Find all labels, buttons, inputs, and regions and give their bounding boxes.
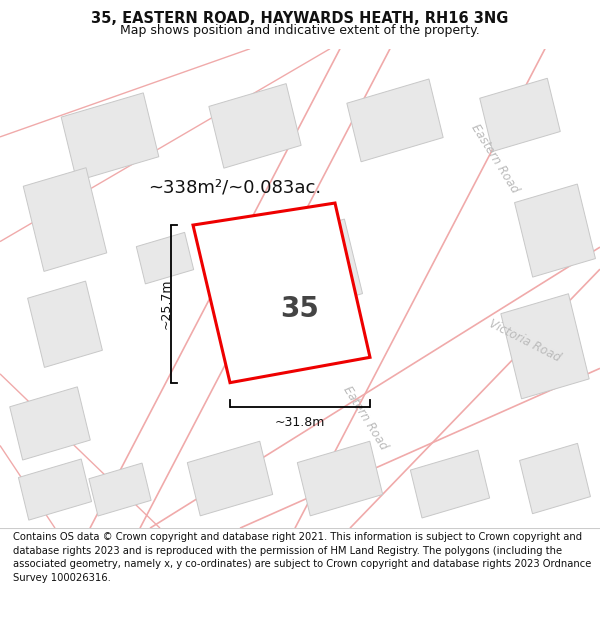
Text: Eatern Road: Eatern Road (340, 384, 390, 452)
Polygon shape (10, 387, 90, 460)
Polygon shape (298, 441, 383, 516)
Text: ~338m²/~0.083ac.: ~338m²/~0.083ac. (148, 179, 321, 197)
Polygon shape (61, 93, 159, 181)
Polygon shape (28, 281, 103, 368)
Text: 35: 35 (281, 294, 319, 322)
Polygon shape (187, 441, 272, 516)
Text: Contains OS data © Crown copyright and database right 2021. This information is : Contains OS data © Crown copyright and d… (13, 532, 592, 582)
Text: ~31.8m: ~31.8m (275, 416, 325, 429)
Text: ~25.7m: ~25.7m (160, 279, 173, 329)
Text: Eastern Road: Eastern Road (469, 122, 521, 196)
Polygon shape (89, 463, 151, 516)
Polygon shape (23, 168, 107, 271)
Polygon shape (520, 443, 590, 514)
Polygon shape (19, 459, 92, 520)
Polygon shape (501, 294, 589, 399)
Text: 35, EASTERN ROAD, HAYWARDS HEATH, RH16 3NG: 35, EASTERN ROAD, HAYWARDS HEATH, RH16 3… (91, 11, 509, 26)
Polygon shape (193, 203, 370, 382)
Text: Victoria Road: Victoria Road (487, 317, 563, 364)
Polygon shape (257, 219, 362, 319)
Polygon shape (480, 78, 560, 151)
Text: Map shows position and indicative extent of the property.: Map shows position and indicative extent… (120, 24, 480, 37)
Polygon shape (209, 84, 301, 168)
Polygon shape (136, 232, 194, 284)
Polygon shape (347, 79, 443, 162)
Polygon shape (515, 184, 595, 277)
Polygon shape (410, 450, 490, 518)
